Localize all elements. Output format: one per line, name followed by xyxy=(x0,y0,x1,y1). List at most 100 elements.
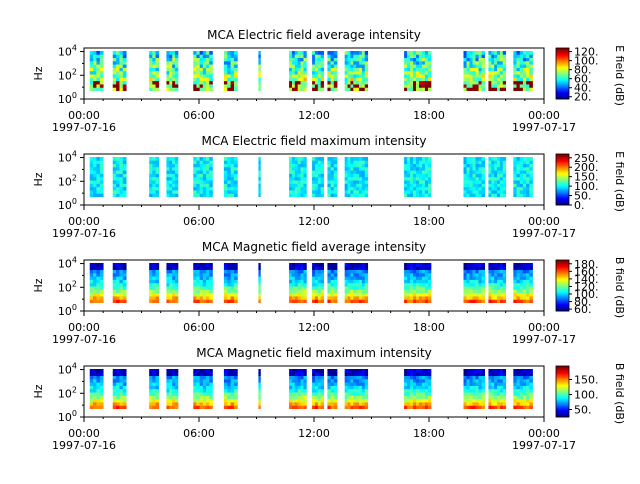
heatmap-cell xyxy=(353,64,357,68)
heatmap-cell xyxy=(166,276,170,280)
heatmap-cell xyxy=(116,382,120,386)
heatmap-cell xyxy=(317,54,322,58)
heatmap-cell xyxy=(475,157,479,161)
heatmap-cell xyxy=(522,183,527,188)
heatmap-cell xyxy=(258,166,261,171)
heatmap-cell xyxy=(223,183,228,188)
heatmap-cell xyxy=(294,395,299,400)
heatmap-cell xyxy=(519,402,524,406)
heatmap-cell xyxy=(502,51,507,55)
heatmap-cell xyxy=(193,163,197,168)
heatmap-cell xyxy=(112,84,117,88)
heatmap-cell xyxy=(209,54,213,58)
heatmap-cell xyxy=(294,385,299,390)
heatmap-cell xyxy=(491,282,495,287)
heatmap-cell xyxy=(499,292,504,297)
heatmap-cell xyxy=(317,80,322,85)
heatmap-cell xyxy=(421,372,426,376)
heatmap-cell xyxy=(291,67,296,72)
heatmap-cell xyxy=(356,163,360,168)
colorbar-step xyxy=(556,390,569,392)
heatmap-cell xyxy=(112,160,117,164)
colorbar-step xyxy=(556,281,569,284)
heatmap-cell xyxy=(116,372,120,376)
heatmap-cell xyxy=(516,84,521,88)
heatmap-cell xyxy=(413,272,417,277)
heatmap-cell xyxy=(93,160,97,164)
heatmap-cell xyxy=(166,157,170,161)
heatmap-cell xyxy=(116,263,120,267)
heatmap-cell xyxy=(169,276,173,280)
heatmap-cell xyxy=(202,57,207,62)
heatmap-cell xyxy=(497,388,501,393)
heatmap-cell xyxy=(303,54,307,58)
heatmap-cell xyxy=(463,157,467,161)
heatmap-cell xyxy=(353,299,357,304)
heatmap-cell xyxy=(230,375,235,380)
heatmap-cell xyxy=(291,57,296,62)
heatmap-cell xyxy=(488,375,492,380)
heatmap-cell xyxy=(333,190,338,194)
heatmap-cell xyxy=(424,67,429,72)
heatmap-cell xyxy=(152,375,156,380)
heatmap-cell xyxy=(320,392,324,396)
heatmap-cell xyxy=(303,402,307,406)
heatmap-cell xyxy=(119,157,124,161)
heatmap-cell xyxy=(199,160,204,164)
heatmap-cell xyxy=(291,160,296,164)
heatmap-cell xyxy=(413,263,417,267)
heatmap-cell xyxy=(491,375,495,380)
colorbar-tick-label: 160. xyxy=(574,265,599,278)
heatmap-cell xyxy=(93,276,97,280)
heatmap-cell xyxy=(356,382,360,386)
heatmap-cell xyxy=(152,388,156,393)
colorbar-tick-label: 100. xyxy=(574,180,599,193)
heatmap-cell xyxy=(233,395,238,400)
heatmap-cell xyxy=(361,186,366,191)
heatmap-cell xyxy=(312,289,316,294)
heatmap-cell xyxy=(149,398,153,403)
heatmap-cell xyxy=(152,405,156,410)
colorbar-step xyxy=(556,203,569,206)
heatmap-cell xyxy=(230,402,235,406)
heatmap-cell xyxy=(359,57,363,62)
heatmap-cell xyxy=(526,173,530,178)
heatmap-cell xyxy=(350,74,354,78)
heatmap-cell xyxy=(529,388,533,393)
heatmap-cell xyxy=(96,190,101,194)
heatmap-cell xyxy=(416,77,420,82)
colorbar-step xyxy=(556,391,569,394)
heatmap-cell xyxy=(494,190,498,194)
heatmap-cell xyxy=(333,77,338,82)
heatmap-cell xyxy=(529,60,533,65)
heatmap-cell xyxy=(193,372,197,376)
heatmap-cell xyxy=(227,398,232,403)
heatmap-cell xyxy=(300,385,304,390)
heatmap-cell xyxy=(223,87,228,92)
heatmap-cell xyxy=(112,382,117,386)
heatmap-cell xyxy=(199,67,204,72)
colorbar-step xyxy=(556,82,569,85)
heatmap-cell xyxy=(175,299,179,304)
heatmap-cell xyxy=(291,276,296,280)
heatmap-cell xyxy=(119,160,124,164)
heatmap-cell xyxy=(424,180,429,184)
heatmap-cell xyxy=(297,292,301,297)
heatmap-cell xyxy=(410,279,414,284)
heatmap-cell xyxy=(344,398,348,403)
colorbar-step xyxy=(556,368,569,371)
heatmap-cell xyxy=(347,87,351,92)
heatmap-cell xyxy=(519,87,524,92)
heatmap-cell xyxy=(291,299,296,304)
heatmap-cell xyxy=(522,70,527,75)
heatmap-cell xyxy=(529,272,533,277)
heatmap-cell xyxy=(303,282,307,287)
heatmap-cell xyxy=(427,286,432,290)
heatmap-cell xyxy=(418,74,423,78)
heatmap-cell xyxy=(258,266,261,270)
heatmap-cell xyxy=(519,67,524,72)
heatmap-cell xyxy=(418,378,423,383)
heatmap-cell xyxy=(96,77,101,82)
heatmap-cell xyxy=(93,266,97,270)
heatmap-cell xyxy=(227,183,232,188)
